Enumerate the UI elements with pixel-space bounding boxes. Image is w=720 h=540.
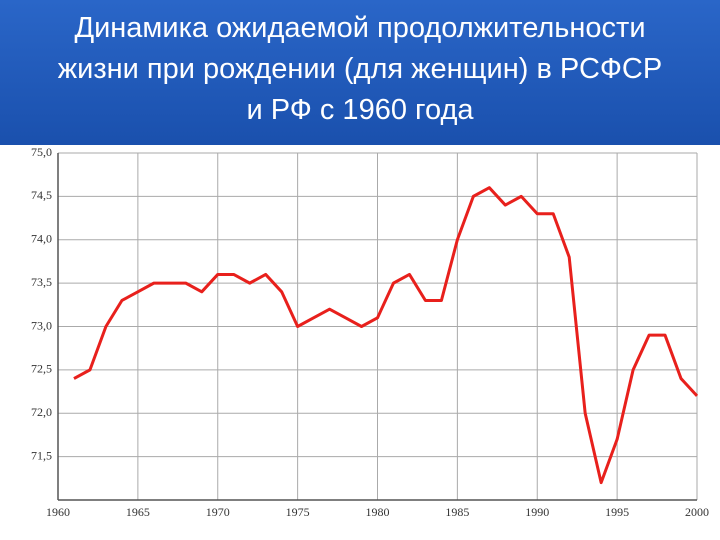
chart-title: Динамика ожидаемой продолжительности жиз…: [57, 12, 663, 126]
x-tick-label: 1995: [605, 505, 629, 519]
y-tick-label: 73,0: [31, 318, 52, 332]
x-tick-label: 1980: [366, 505, 390, 519]
y-tick-label: 72,5: [31, 362, 52, 376]
x-tick-label: 1975: [286, 505, 310, 519]
x-tick-label: 1965: [126, 505, 150, 519]
data-line: [73, 186, 699, 485]
x-tick-label: 1985: [445, 505, 469, 519]
x-tick-label: 2000: [685, 505, 709, 519]
y-tick-label: 75,0: [31, 145, 52, 159]
x-tick-label: 1990: [525, 505, 549, 519]
y-tick-label: 72,0: [31, 405, 52, 419]
x-tick-label: 1970: [206, 505, 230, 519]
y-tick-label: 71,5: [31, 448, 52, 462]
y-tick-label: 74,0: [31, 232, 52, 246]
y-tick-label: 74,5: [31, 188, 52, 202]
title-banner: Динамика ожидаемой продолжительности жиз…: [0, 0, 720, 145]
y-tick-label: 73,5: [31, 275, 52, 289]
x-tick-label: 1960: [46, 505, 70, 519]
